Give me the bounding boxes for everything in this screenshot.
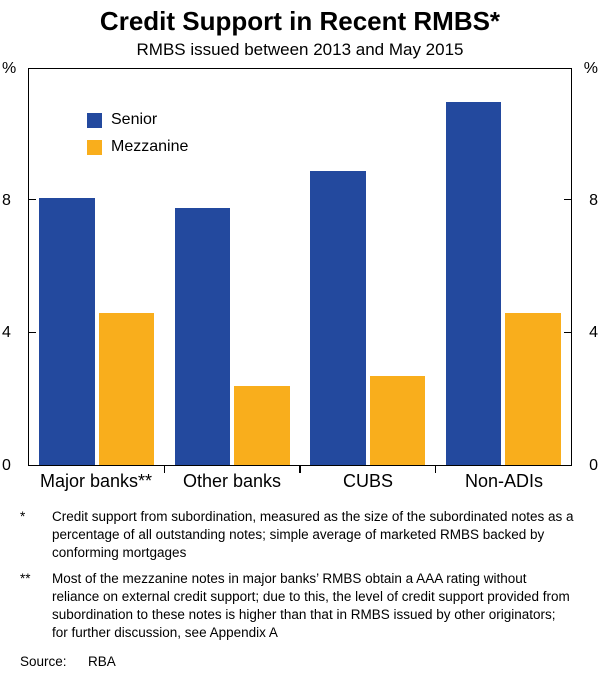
source-row: Source: RBA <box>20 654 574 669</box>
bar-mezzanine-4 <box>505 313 561 465</box>
legend-swatch-senior <box>87 112 102 128</box>
chart-title: Credit Support in Recent RMBS* <box>99 6 501 36</box>
legend-swatch-mezzanine <box>87 139 102 155</box>
y-tick-label-left: 4 <box>2 324 11 342</box>
legend: Senior Mezzanine <box>87 111 188 165</box>
footnote-text: Most of the mezzanine notes in major ban… <box>52 571 570 640</box>
plot-box: Senior Mezzanine <box>28 68 572 473</box>
axis-tickmark <box>564 331 571 334</box>
x-axis-labels: Major banks** Other banks CUBS Non-ADIs <box>28 471 572 492</box>
bar-senior-2 <box>174 207 231 465</box>
axis-tickmark <box>29 331 36 334</box>
legend-label-senior: Senior <box>111 111 158 128</box>
bar-group-4 <box>436 69 572 465</box>
bar-senior-3 <box>310 171 366 465</box>
bar-group-1 <box>29 69 165 465</box>
axis-tickmark <box>29 198 36 201</box>
y-tick-label-right: 0 <box>589 457 598 474</box>
footnote-text: Credit support from subordination, measu… <box>52 509 574 560</box>
y-tick-label-left: 0 <box>2 457 11 474</box>
y-tick-label-left: 8 <box>2 191 11 209</box>
legend-label-mezzanine: Mezzanine <box>111 138 189 155</box>
footnotes: * Credit support from subordination, meas… <box>20 508 574 642</box>
x-axis-tick <box>163 466 166 473</box>
bar-mezzanine-2 <box>234 385 290 465</box>
footnote-2: ** Most of the mezzanine notes in major b… <box>20 570 574 641</box>
bar-mezzanine-1 <box>98 313 155 465</box>
legend-item-mezzanine: Mezzanine <box>87 138 188 156</box>
category-label-1: Major banks** <box>39 471 153 491</box>
source-value: RBA <box>88 653 116 669</box>
axis-tickmark <box>564 198 571 201</box>
y-tick-label-right: 4 <box>589 324 598 342</box>
bar-group-3 <box>300 69 436 465</box>
unit-label-left: % <box>2 60 17 77</box>
chart-area: Senior Mezzanine 0 4 8% 0 4 8% <box>0 60 600 474</box>
y-tick-label-right: 8 <box>589 191 598 209</box>
bar-group-2 <box>165 69 301 465</box>
footnote-marker: ** <box>20 571 31 587</box>
category-label-4: Non-ADIs <box>464 471 544 491</box>
bar-senior-1 <box>39 197 95 465</box>
chart-subtitle: RMBS issued between 2013 and May 2015 <box>136 40 464 59</box>
footnote-1: * Credit support from subordination, meas… <box>20 508 574 561</box>
footnote-marker: * <box>20 509 26 524</box>
x-axis-tick <box>299 466 301 473</box>
unit-label-right: % <box>583 60 598 77</box>
bar-mezzanine-3 <box>369 375 426 465</box>
source-label: Source: <box>20 653 67 669</box>
legend-item-senior: Senior <box>87 111 188 129</box>
plot-area <box>29 69 571 465</box>
bar-senior-4 <box>445 102 502 465</box>
x-axis-tick <box>434 466 437 473</box>
category-label-2: Other banks <box>182 471 282 491</box>
category-label-3: CUBS <box>342 471 393 491</box>
